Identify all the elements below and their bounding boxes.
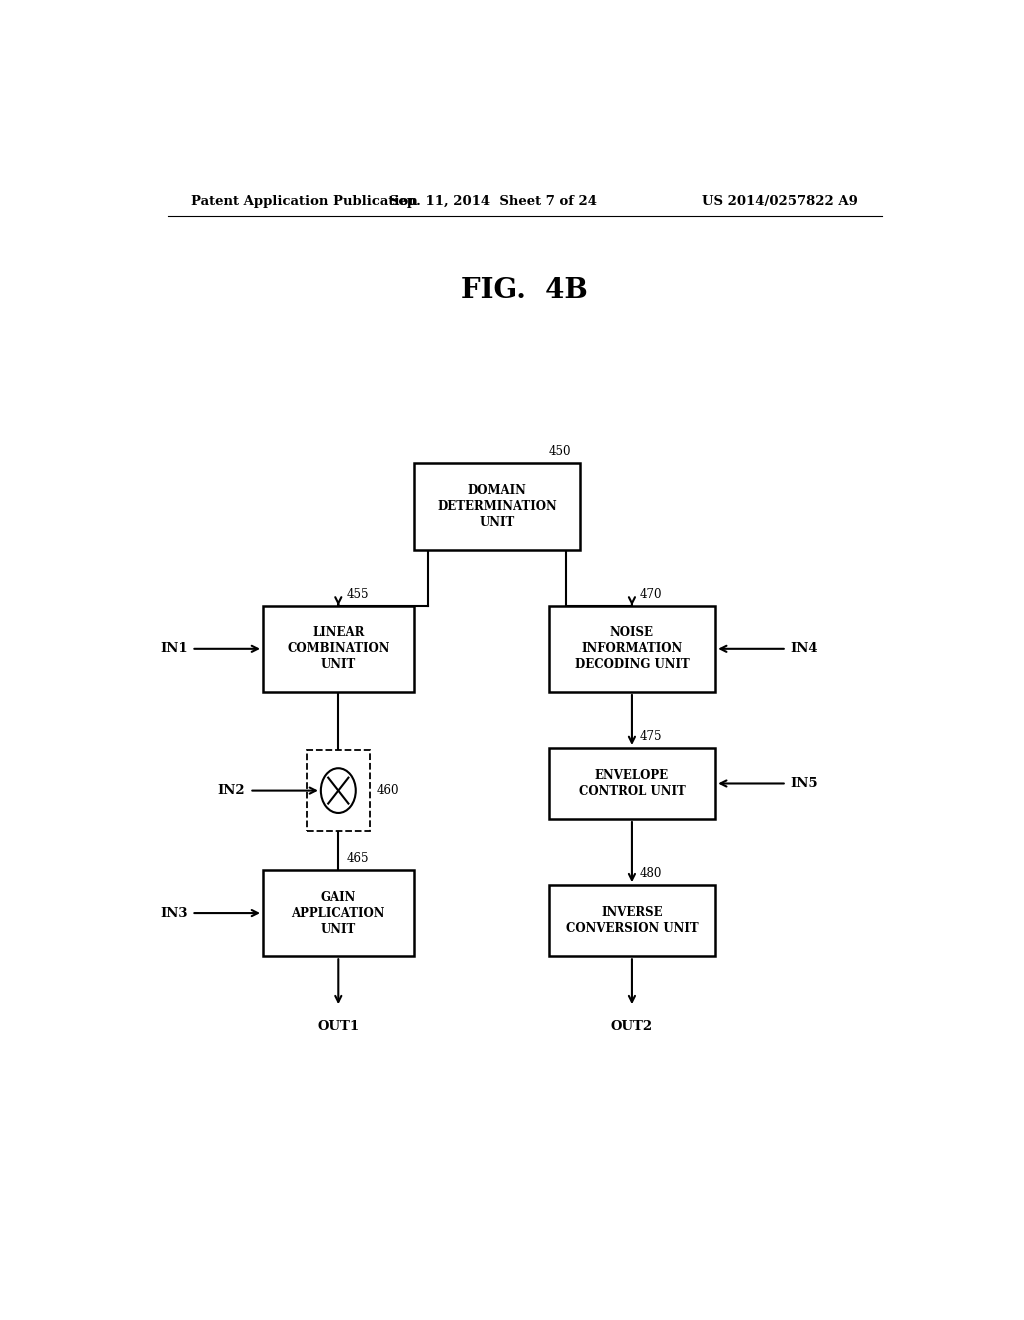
Text: FIG.  4B: FIG. 4B (462, 277, 588, 304)
Bar (549, 748, 715, 818)
Bar (549, 606, 715, 692)
Text: 480: 480 (640, 867, 663, 880)
Text: Sep. 11, 2014  Sheet 7 of 24: Sep. 11, 2014 Sheet 7 of 24 (389, 194, 597, 207)
Text: DOMAIN
DETERMINATION
UNIT: DOMAIN DETERMINATION UNIT (437, 484, 557, 529)
Bar (549, 886, 715, 956)
Text: IN5: IN5 (791, 777, 818, 789)
Text: 470: 470 (640, 587, 663, 601)
Circle shape (321, 768, 355, 813)
Text: 455: 455 (346, 587, 369, 601)
Text: 460: 460 (377, 784, 399, 797)
Bar (414, 463, 581, 549)
Text: OUT1: OUT1 (317, 1020, 359, 1034)
Text: IN4: IN4 (791, 643, 818, 655)
Text: 465: 465 (346, 851, 369, 865)
Text: OUT2: OUT2 (611, 1020, 653, 1034)
Bar (263, 606, 414, 692)
Text: 475: 475 (640, 730, 663, 743)
Text: GAIN
APPLICATION
UNIT: GAIN APPLICATION UNIT (292, 891, 385, 936)
Text: IN3: IN3 (160, 907, 187, 920)
Text: IN1: IN1 (160, 643, 187, 655)
Text: INVERSE
CONVERSION UNIT: INVERSE CONVERSION UNIT (565, 907, 698, 935)
Text: ENVELOPE
CONTROL UNIT: ENVELOPE CONTROL UNIT (579, 770, 685, 799)
Bar (263, 870, 414, 956)
Text: IN2: IN2 (218, 784, 246, 797)
Text: NOISE
INFORMATION
DECODING UNIT: NOISE INFORMATION DECODING UNIT (574, 626, 689, 672)
Text: US 2014/0257822 A9: US 2014/0257822 A9 (702, 194, 858, 207)
Bar (306, 750, 370, 832)
Text: Patent Application Publication: Patent Application Publication (191, 194, 418, 207)
Text: 450: 450 (549, 445, 571, 458)
Text: LINEAR
COMBINATION
UNIT: LINEAR COMBINATION UNIT (287, 626, 389, 672)
